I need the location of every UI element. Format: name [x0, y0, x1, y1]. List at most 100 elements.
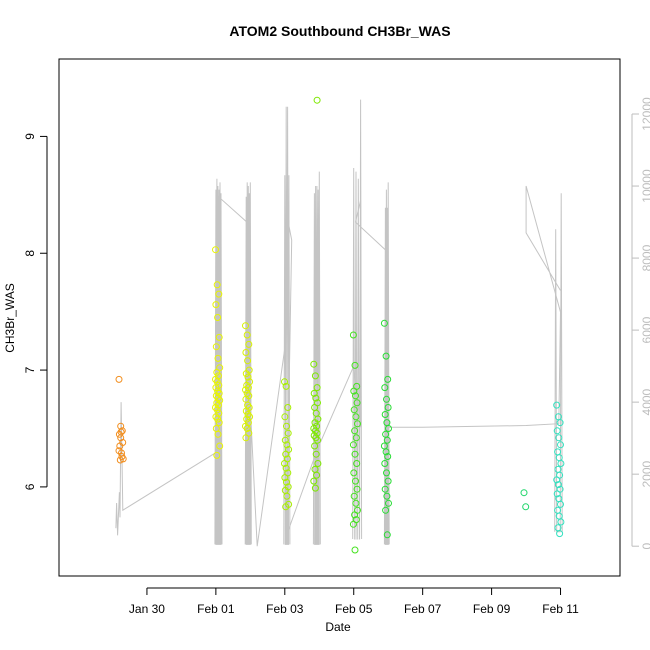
data-point	[350, 387, 358, 395]
data-point	[351, 546, 359, 554]
data-point	[311, 372, 319, 380]
data-point	[383, 469, 390, 477]
data-point	[349, 520, 357, 528]
data-point	[381, 460, 389, 467]
data-point	[282, 450, 290, 458]
data-point	[245, 340, 253, 348]
data-point	[353, 460, 361, 467]
chart-title: ATOM2 Southbound CH3Br_WAS	[229, 23, 450, 39]
data-point	[243, 425, 251, 432]
data-point	[350, 406, 358, 414]
data-point	[381, 411, 389, 418]
y2-tick-label: 8000	[640, 244, 650, 271]
y2-tick-label: 6000	[640, 316, 650, 343]
data-point	[557, 500, 564, 508]
data-point	[351, 511, 359, 519]
data-point	[215, 290, 223, 298]
data-point	[117, 434, 125, 442]
data-point	[352, 413, 360, 421]
data-point	[384, 453, 392, 460]
x-tick-label: Feb 07	[404, 602, 442, 616]
data-point	[242, 349, 250, 356]
data-point	[281, 378, 288, 386]
y-axis-label: CH3Br_WAS	[3, 283, 17, 353]
data-point	[115, 447, 123, 455]
data-point	[352, 477, 359, 485]
data-point	[353, 399, 361, 407]
plot-frame	[58, 58, 621, 577]
x-tick-label: Feb 01	[197, 602, 235, 616]
data-point	[380, 319, 388, 327]
data-point	[243, 415, 251, 423]
data-point	[214, 354, 222, 362]
data-point	[284, 404, 292, 411]
data-point	[282, 464, 290, 472]
data-point	[311, 442, 319, 450]
data-point	[382, 506, 390, 514]
altitude-burst-0	[214, 178, 223, 545]
data-point	[520, 489, 528, 497]
data-point	[216, 442, 224, 450]
data-point	[353, 485, 361, 493]
data-point	[382, 448, 390, 456]
data-point	[385, 499, 392, 507]
data-point	[283, 492, 291, 500]
data-point	[557, 518, 565, 526]
data-point	[313, 471, 321, 479]
data-point	[212, 343, 220, 351]
y-tick-label: 6	[23, 483, 37, 490]
data-point	[351, 361, 359, 369]
data-point	[556, 530, 564, 538]
data-point	[383, 436, 391, 444]
x-tick-label: Feb 05	[335, 602, 373, 616]
data-point	[214, 314, 222, 321]
y2-tick-label: 4000	[640, 388, 650, 415]
data-point	[244, 357, 252, 365]
data-point	[214, 415, 222, 423]
data-point	[283, 422, 290, 430]
data-point	[283, 478, 290, 486]
data-point	[215, 333, 223, 341]
data-point	[283, 441, 291, 449]
altitude-burst-4	[352, 99, 363, 540]
data-point	[350, 469, 358, 477]
x-tick-label: Feb 11	[542, 602, 579, 616]
data-point	[383, 395, 390, 403]
data-point	[213, 281, 221, 289]
data-point	[556, 419, 564, 427]
data-point	[349, 331, 357, 339]
data-point	[215, 419, 223, 427]
data-point	[310, 360, 318, 368]
data-point	[553, 401, 561, 409]
data-point	[351, 427, 359, 435]
data-point	[311, 484, 319, 492]
x-tick-label: Feb 09	[473, 602, 511, 616]
data-point	[242, 434, 250, 442]
y2-tick-label: 2000	[640, 460, 650, 487]
data-point	[115, 375, 123, 383]
ch3br-points	[115, 96, 565, 554]
data-point	[213, 451, 221, 459]
data-point	[350, 492, 358, 500]
data-point	[242, 407, 250, 415]
data-point	[382, 352, 390, 360]
data-point	[351, 450, 359, 458]
data-point	[313, 96, 321, 104]
data-point	[555, 434, 563, 442]
data-point	[243, 331, 251, 339]
data-point	[352, 499, 360, 507]
data-point	[118, 453, 126, 460]
data-point	[313, 384, 321, 392]
data-point	[383, 531, 391, 539]
altitude-series	[115, 99, 563, 547]
data-point	[553, 490, 561, 498]
data-point	[352, 392, 359, 400]
data-point	[242, 386, 249, 394]
data-point	[116, 442, 124, 450]
data-point	[282, 382, 290, 390]
y2-tick-label: 12000	[640, 97, 650, 131]
axes: 6 7 8 9 0 2000 4000 6000 8000 10000 12000 Jan 30 Feb…	[23, 58, 650, 616]
altitude-burst-3	[312, 171, 321, 545]
